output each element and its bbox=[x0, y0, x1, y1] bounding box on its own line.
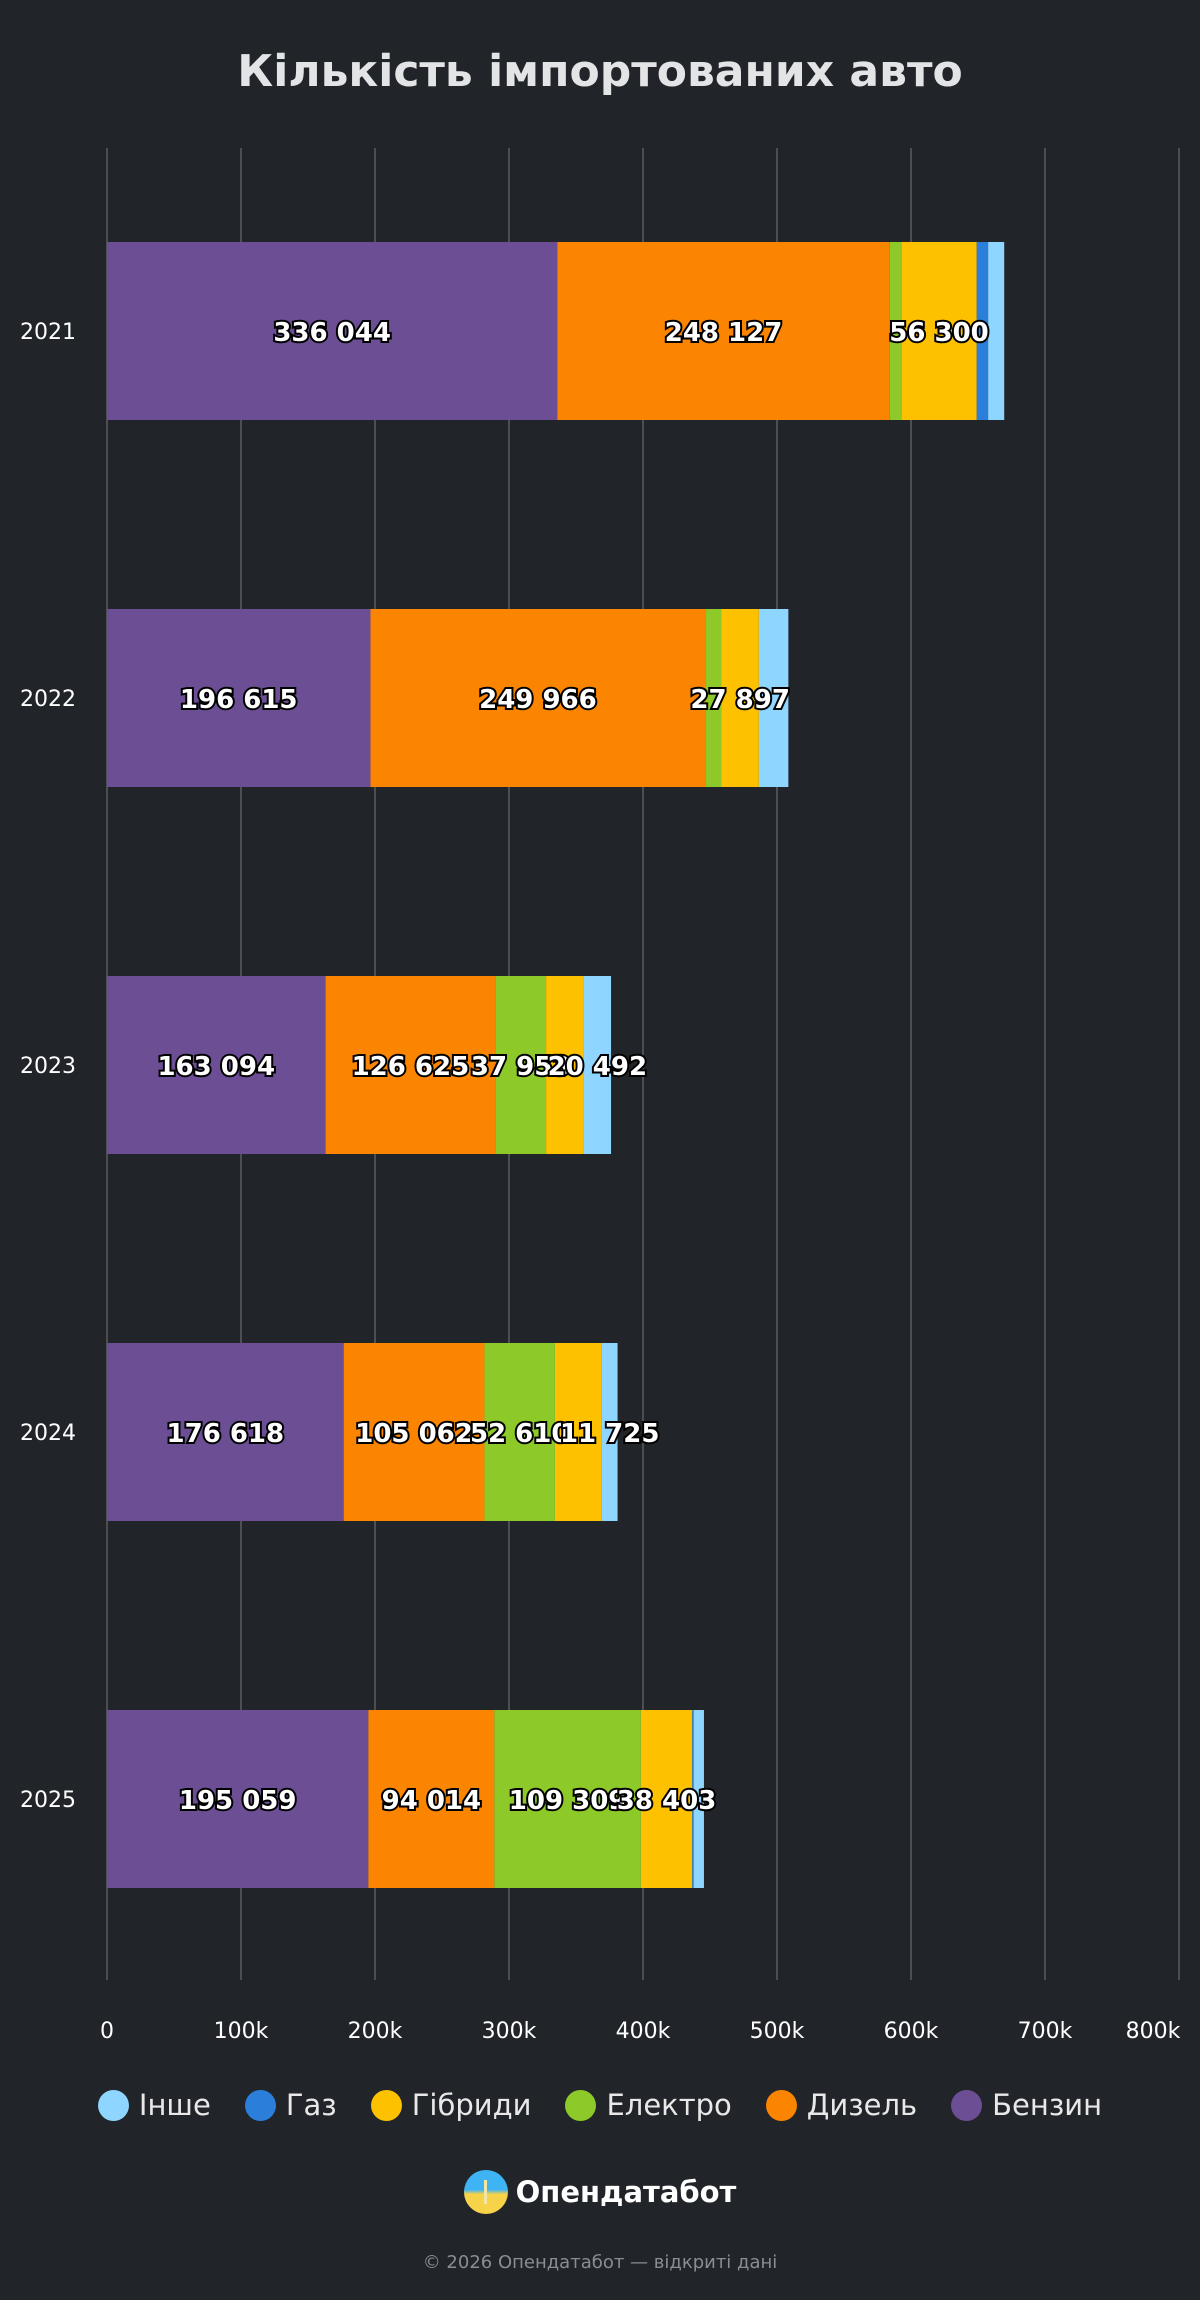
bar-segment bbox=[107, 1343, 344, 1521]
brand-logo: Опендатабот bbox=[0, 2170, 1200, 2214]
legend-swatch-icon bbox=[951, 2089, 983, 2121]
legend-label: Гібриди bbox=[411, 2088, 532, 2122]
y-tick-label: 2025 bbox=[20, 1788, 76, 1813]
legend-item[interactable]: Гібриди bbox=[370, 2088, 532, 2122]
data-label: 38 403 bbox=[617, 1786, 717, 1816]
legend-label: Бензин bbox=[992, 2088, 1103, 2122]
legend-label: Дизель bbox=[806, 2088, 918, 2122]
bar-chart: 0 100k 200k 300k 400k 500k 600k 700k 800k 2021 202… bbox=[20, 148, 1181, 2044]
bar-segment bbox=[988, 242, 1005, 420]
x-tick-label: 100k bbox=[214, 2019, 269, 2044]
bar-segment bbox=[484, 1343, 555, 1521]
data-label: 37 953 bbox=[471, 1052, 571, 1082]
data-label: 105 062 bbox=[355, 1419, 473, 1449]
x-tick-label: 600k bbox=[884, 2019, 939, 2044]
legend-label: Інше bbox=[138, 2088, 211, 2122]
legend-swatch-icon bbox=[244, 2089, 276, 2121]
bar-segment bbox=[640, 1710, 693, 1888]
legend-swatch-icon bbox=[97, 2089, 129, 2121]
bar-segment bbox=[557, 242, 890, 420]
data-label: 249 966 bbox=[479, 685, 597, 715]
x-tick-label: 800k bbox=[1126, 2019, 1181, 2044]
bar-segment bbox=[325, 976, 496, 1154]
bar-segment bbox=[693, 1710, 704, 1888]
legend-swatch-icon bbox=[370, 2089, 402, 2121]
bar-segment bbox=[601, 1343, 618, 1521]
bar-segment bbox=[343, 1343, 485, 1521]
legend-item[interactable]: Дизель bbox=[765, 2088, 918, 2122]
bar-segment bbox=[758, 609, 789, 787]
bar-segment bbox=[721, 609, 759, 787]
data-label: 196 615 bbox=[180, 685, 298, 715]
x-tick-label: 0 bbox=[100, 2019, 114, 2044]
data-label: 176 618 bbox=[167, 1419, 285, 1449]
bar-segment bbox=[546, 976, 584, 1154]
brand-name: Опендатабот bbox=[515, 2175, 737, 2209]
bar-segment bbox=[889, 242, 902, 420]
legend-item[interactable]: Інше bbox=[97, 2088, 211, 2122]
data-label: 94 014 bbox=[382, 1786, 482, 1816]
bar-segment bbox=[107, 242, 558, 420]
legend-item[interactable]: Газ bbox=[244, 2088, 337, 2122]
bar-segment bbox=[107, 609, 371, 787]
data-label: 109 309 bbox=[509, 1786, 627, 1816]
bar-segment bbox=[554, 1343, 602, 1521]
bar-segment bbox=[583, 976, 612, 1154]
data-label: 56 300 bbox=[889, 318, 989, 348]
data-label: 11 725 bbox=[560, 1419, 660, 1449]
y-tick-label: 2021 bbox=[20, 320, 76, 345]
x-tick-label: 400k bbox=[616, 2019, 671, 2044]
data-label: 27 897 bbox=[690, 685, 790, 715]
data-label: 20 492 bbox=[548, 1052, 648, 1082]
bar-segment bbox=[368, 1710, 495, 1888]
bar-segment bbox=[705, 609, 722, 787]
bar-segment bbox=[370, 609, 706, 787]
x-tick-label: 700k bbox=[1018, 2019, 1073, 2044]
data-label: 163 094 bbox=[157, 1052, 275, 1082]
data-label: 52 610 bbox=[470, 1419, 570, 1449]
legend: Інше Газ Гібриди Електро Дизель Бензин bbox=[0, 2088, 1200, 2122]
footer-text: © 2026 Опендатабот — відкриті дані bbox=[422, 2252, 778, 2273]
opendatabot-logo-icon bbox=[463, 2170, 508, 2214]
bar-segment bbox=[494, 1710, 641, 1888]
bar-segment bbox=[107, 1710, 369, 1888]
bar-segment bbox=[976, 242, 989, 420]
x-tick-label: 200k bbox=[348, 2019, 403, 2044]
legend-item[interactable]: Бензин bbox=[951, 2088, 1102, 2122]
data-label: 336 044 bbox=[273, 318, 391, 348]
data-label: 195 059 bbox=[179, 1786, 297, 1816]
bar-segment bbox=[692, 1710, 694, 1888]
legend-label: Газ bbox=[285, 2088, 337, 2122]
bar-segment bbox=[107, 976, 326, 1154]
y-tick-label: 2022 bbox=[20, 687, 76, 712]
x-tick-label: 300k bbox=[482, 2019, 537, 2044]
y-tick-label: 2024 bbox=[20, 1421, 76, 1446]
y-tick-label: 2023 bbox=[20, 1054, 76, 1079]
chart-title: Кількість імпортованих авто bbox=[237, 46, 963, 97]
data-label: 126 625 bbox=[352, 1052, 470, 1082]
data-label: 248 127 bbox=[665, 318, 783, 348]
legend-swatch-icon bbox=[565, 2089, 597, 2121]
legend-item[interactable]: Електро bbox=[565, 2088, 732, 2122]
legend-swatch-icon bbox=[765, 2089, 797, 2121]
x-tick-label: 500k bbox=[750, 2019, 805, 2044]
bar-segment bbox=[495, 976, 547, 1154]
bar-segment bbox=[901, 242, 977, 420]
legend-label: Електро bbox=[606, 2088, 732, 2122]
